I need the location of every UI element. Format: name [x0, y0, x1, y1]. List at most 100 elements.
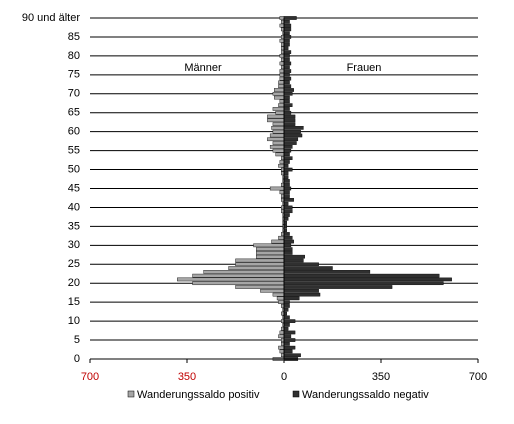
- bar: [235, 262, 285, 267]
- bar: [283, 31, 290, 35]
- y-tick-label: 80: [68, 50, 80, 62]
- bar: [267, 114, 285, 119]
- bar: [276, 296, 285, 301]
- bar: [283, 300, 290, 304]
- bar: [272, 148, 285, 153]
- x-tick-label: 350: [372, 371, 390, 383]
- bar: [283, 326, 289, 331]
- bar: [283, 217, 289, 221]
- bar: [283, 323, 290, 327]
- bar: [283, 16, 297, 20]
- bar: [278, 103, 285, 107]
- bar: [269, 186, 285, 191]
- bar: [283, 103, 293, 107]
- bar: [283, 156, 293, 160]
- bar: [283, 254, 305, 259]
- y-tick-label: 65: [68, 107, 80, 119]
- bar: [279, 99, 285, 104]
- bar: [272, 292, 285, 297]
- bar: [260, 288, 285, 293]
- bar: [283, 61, 292, 66]
- bar: [272, 91, 285, 96]
- bar: [283, 270, 371, 274]
- bar: [267, 118, 285, 123]
- bar: [274, 88, 285, 92]
- bar: [283, 91, 293, 96]
- bar: [283, 304, 290, 308]
- bar: [272, 141, 285, 145]
- bar: [283, 205, 293, 210]
- bar: [283, 163, 289, 168]
- bar: [278, 300, 285, 304]
- bar: [283, 319, 296, 323]
- bar: [283, 95, 290, 100]
- y-tick-label: 5: [74, 334, 80, 346]
- y-tick-label: 40: [68, 201, 80, 213]
- bar: [283, 209, 293, 214]
- legend-label: Wanderungssaldo positiv: [137, 389, 260, 401]
- x-tick-label: 0: [281, 371, 287, 383]
- bar: [228, 266, 285, 270]
- bar: [283, 349, 293, 354]
- bar: [279, 16, 285, 20]
- bar: [279, 73, 285, 77]
- bar: [272, 129, 285, 134]
- bar: [283, 251, 293, 255]
- bar: [283, 76, 292, 81]
- y-tick-label: 90 und älter: [22, 12, 80, 24]
- bar: [283, 277, 452, 282]
- y-tick-label: 45: [68, 182, 80, 194]
- bar: [283, 23, 292, 28]
- bar: [279, 23, 285, 28]
- x-tick-label: 700: [469, 371, 487, 383]
- bar: [283, 175, 289, 179]
- y-tick-label: 60: [68, 126, 80, 138]
- bar: [283, 315, 290, 320]
- bar: [283, 54, 290, 58]
- bar: [271, 239, 285, 244]
- bar: [283, 69, 292, 73]
- bar: [283, 126, 304, 130]
- bar: [283, 80, 290, 85]
- bar: [283, 122, 296, 126]
- bar: [283, 239, 294, 244]
- bar: [283, 179, 290, 183]
- bar: [256, 247, 285, 251]
- bar: [283, 296, 300, 301]
- y-tick-label: 85: [68, 31, 80, 43]
- bar: [279, 349, 285, 354]
- bar: [283, 110, 292, 115]
- bar: [278, 345, 285, 350]
- y-tick-label: 15: [68, 296, 80, 308]
- bar: [203, 270, 285, 274]
- bar: [275, 110, 285, 115]
- y-tick-label: 35: [68, 220, 80, 232]
- bar: [283, 114, 296, 119]
- bar: [283, 273, 440, 278]
- bar: [283, 262, 319, 267]
- y-tick-label: 75: [68, 69, 80, 81]
- x-tick-label: 350: [178, 371, 196, 383]
- y-tick-label: 0: [74, 353, 80, 365]
- bar: [283, 160, 290, 164]
- bar: [283, 198, 294, 202]
- bar: [279, 38, 285, 43]
- y-tick-label: 10: [68, 315, 80, 327]
- x-tick-label: 700: [81, 371, 99, 383]
- legend-swatch: [292, 390, 300, 398]
- bar: [283, 232, 290, 236]
- y-tick-label: 30: [68, 239, 80, 251]
- bar: [256, 254, 285, 259]
- bar: [235, 258, 285, 263]
- bar: [283, 345, 296, 350]
- bar: [279, 61, 285, 66]
- bar: [269, 145, 285, 149]
- bar: [192, 281, 285, 286]
- bar: [283, 118, 296, 123]
- bar: [283, 281, 444, 286]
- bar: [279, 76, 285, 81]
- y-tick-label: 25: [68, 258, 80, 270]
- bar: [283, 266, 333, 270]
- bar: [177, 277, 285, 282]
